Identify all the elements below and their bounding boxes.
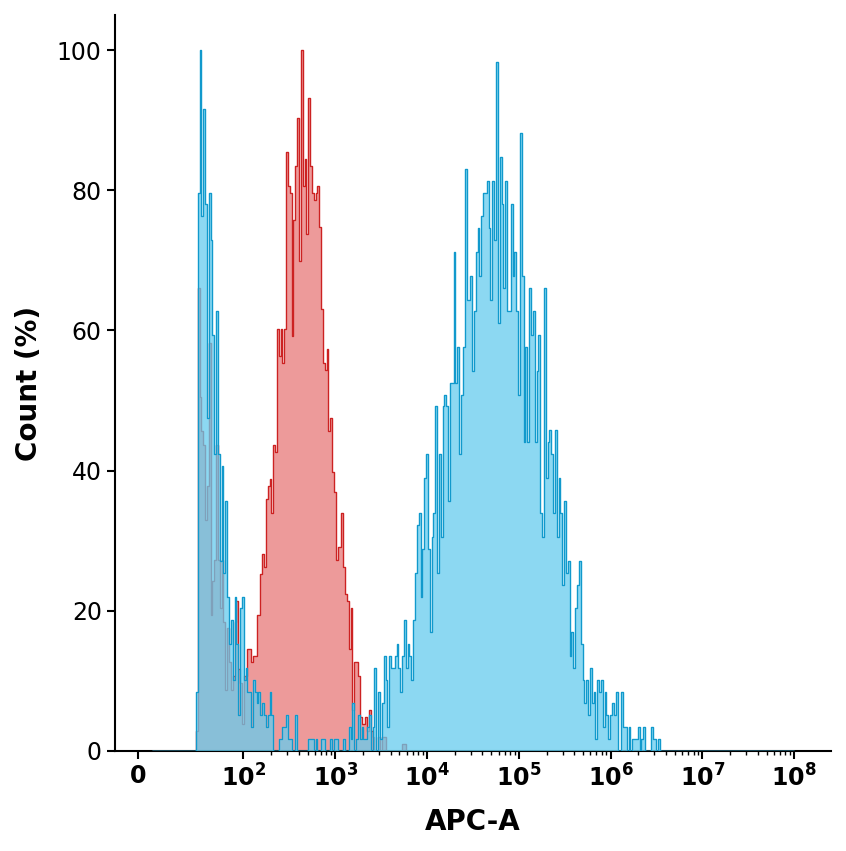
Y-axis label: Count (%): Count (%) (15, 306, 43, 460)
X-axis label: APC-A: APC-A (425, 808, 521, 836)
Polygon shape (151, 50, 794, 751)
Polygon shape (151, 50, 794, 751)
